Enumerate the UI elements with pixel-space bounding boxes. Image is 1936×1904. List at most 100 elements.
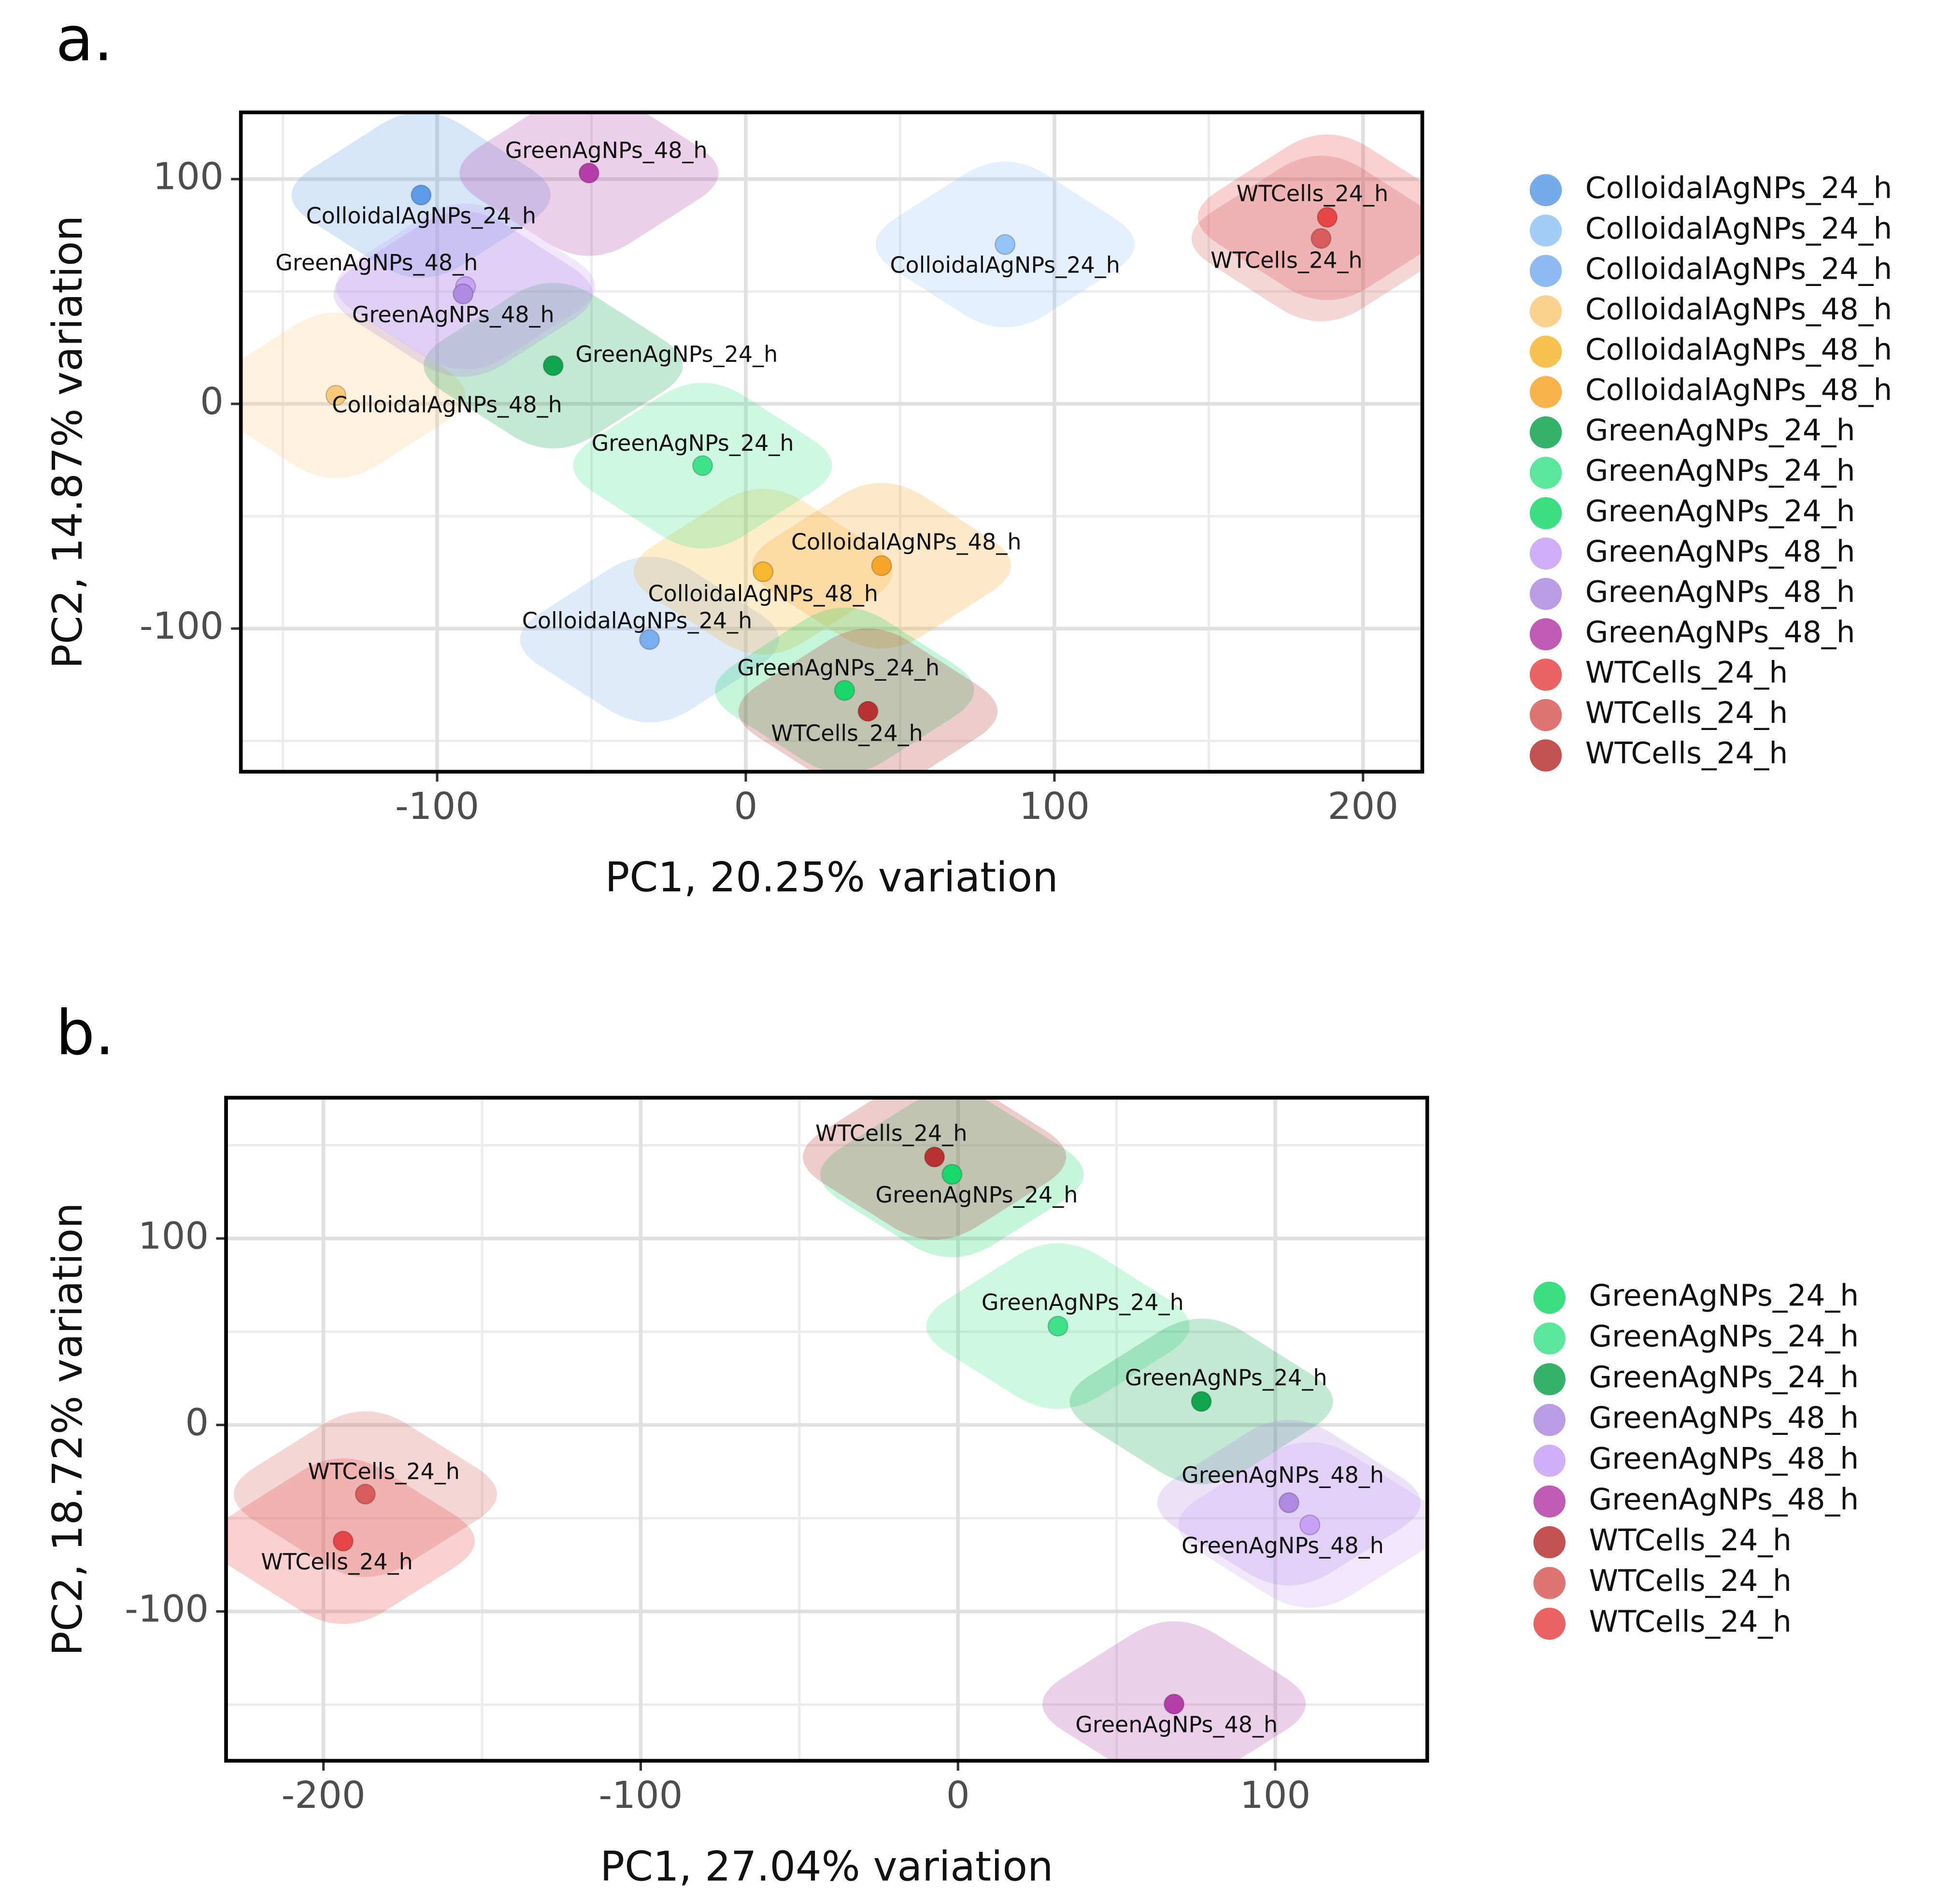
panel-label: a.	[56, 3, 113, 75]
legend-marker	[1529, 295, 1562, 328]
point-label: ColloidalAgNPs_24_h	[306, 202, 537, 229]
legend-label: GreenAgNPs_48_h	[1589, 1442, 1859, 1476]
point-label: GreenAgNPs_48_h	[352, 301, 555, 328]
y-tick-label: -100	[125, 1588, 209, 1631]
legend-marker	[1529, 457, 1562, 489]
y-axis-title: PC2, 18.72% variation	[44, 1203, 91, 1656]
legend-marker	[1533, 1526, 1566, 1559]
legend-label: GreenAgNPs_48_h	[1585, 575, 1855, 609]
x-tick-label: 100	[1240, 1774, 1310, 1817]
legend-label: GreenAgNPs_24_h	[1585, 454, 1855, 488]
y-axis-title: PC2, 14.87% variation	[44, 215, 91, 669]
legend-label: GreenAgNPs_48_h	[1585, 615, 1855, 649]
legend-marker	[1533, 1445, 1566, 1477]
chart-panel: b.-200 -100 0 100-1000100GreenAgNPs_24_hGre…	[44, 997, 1859, 1890]
x-tick-label: -200	[282, 1774, 366, 1817]
legend-marker	[1529, 537, 1562, 570]
point-label: GreenAgNPs_48_h	[1182, 1462, 1384, 1488]
cluster-hull	[241, 312, 466, 478]
y-tick-label: -100	[140, 605, 224, 648]
legend-label: ColloidalAgNPs_48_h	[1585, 332, 1892, 367]
point-label: WTCells_24_h	[1237, 180, 1389, 206]
cluster-hull	[803, 1098, 1067, 1240]
point-label: GreenAgNPs_48_h	[275, 250, 478, 276]
point	[871, 555, 892, 576]
y-tick-label: 0	[185, 1401, 209, 1444]
legend-label: WTCells_24_h	[1589, 1604, 1792, 1639]
point	[1278, 1492, 1300, 1514]
point	[332, 1531, 354, 1552]
point	[1299, 1514, 1321, 1536]
cluster-hull	[1197, 134, 1423, 301]
legend-label: WTCells_24_h	[1589, 1523, 1792, 1558]
point-label: ColloidalAgNPs_24_h	[522, 608, 753, 634]
cluster-hull	[1191, 156, 1423, 321]
point	[325, 385, 347, 406]
cluster-hull	[1042, 1621, 1306, 1761]
plot-frame	[239, 110, 1424, 774]
point	[1317, 207, 1338, 228]
point-label: WTCells_24_h	[261, 1548, 413, 1575]
x-axis-title: PC1, 27.04% variation	[600, 1843, 1053, 1890]
point-label: ColloidalAgNPs_48_h	[332, 392, 562, 418]
legend-label: ColloidalAgNPs_24_h	[1585, 212, 1892, 246]
legend-marker	[1529, 255, 1562, 287]
y-tick-label: 100	[138, 1215, 209, 1258]
point	[1047, 1316, 1068, 1337]
legend-marker	[1529, 497, 1562, 530]
legend-label: ColloidalAgNPs_48_h	[1585, 292, 1892, 327]
legend-marker	[1533, 1485, 1566, 1518]
y-tick-label: 100	[153, 156, 224, 199]
x-tick-label: 200	[1328, 785, 1398, 828]
legend-marker	[1529, 335, 1562, 368]
point	[411, 185, 432, 206]
point	[692, 455, 713, 476]
x-tick-label: 100	[1019, 785, 1090, 828]
point	[924, 1146, 945, 1168]
plot-frame	[224, 1096, 1429, 1763]
cluster-hull	[738, 628, 998, 772]
point-label: ColloidalAgNPs_24_h	[890, 252, 1120, 278]
legend-label: ColloidalAgNPs_48_h	[1585, 373, 1892, 407]
point-label: WTCells_24_h	[308, 1459, 460, 1485]
legend-label: WTCells_24_h	[1585, 656, 1788, 690]
legend-label: WTCells_24_h	[1585, 696, 1788, 730]
legend-marker	[1529, 376, 1562, 408]
point	[857, 701, 879, 722]
points: GreenAgNPs_24_h GreenAgNPs_24_h GreenAgNPs…	[261, 1120, 1384, 1737]
legend-marker	[1529, 739, 1562, 772]
legend-label: WTCells_24_h	[1589, 1564, 1792, 1598]
point	[1191, 1391, 1212, 1412]
point-label: GreenAgNPs_24_h	[575, 341, 778, 367]
point-label: GreenAgNPs_48_h	[505, 137, 708, 163]
point-label: GreenAgNPs_24_h	[737, 655, 940, 681]
point	[639, 629, 660, 650]
x-axis-title: PC1, 20.25% variation	[605, 854, 1058, 901]
point-label: GreenAgNPs_24_h	[982, 1289, 1184, 1315]
legend-marker	[1533, 1607, 1566, 1640]
panel-label: b.	[56, 997, 114, 1069]
legend-marker	[1533, 1281, 1566, 1314]
legend-label: GreenAgNPs_48_h	[1585, 534, 1855, 569]
point-label: GreenAgNPs_48_h	[1075, 1712, 1278, 1738]
point-label: ColloidalAgNPs_48_h	[791, 529, 1022, 555]
points: ColloidalAgNPs_24_hColloidalAgNPs_24_hCo…	[275, 137, 1388, 746]
x-tick-label: 0	[734, 785, 758, 828]
legend-marker	[1529, 618, 1562, 651]
plot-background	[226, 1098, 1427, 1761]
point	[753, 561, 774, 583]
point-label: WTCells_24_h	[771, 720, 923, 746]
legend-label: GreenAgNPs_48_h	[1589, 1482, 1859, 1517]
y-tick-label: 0	[200, 380, 224, 423]
x-tick-label: -100	[598, 1774, 683, 1817]
point	[1163, 1693, 1185, 1715]
legend-label: GreenAgNPs_24_h	[1589, 1360, 1859, 1394]
point	[834, 680, 855, 701]
point-label: ColloidalAgNPs_48_h	[648, 580, 878, 606]
chart-panel: a. -100 0 100 200 -100 0 100 ColloidalAgNPs_24_h…	[44, 3, 1892, 902]
cluster-hull	[459, 112, 719, 256]
legend-label: WTCells_24_h	[1585, 736, 1788, 771]
point	[941, 1163, 963, 1185]
point-label: WTCells_24_h	[815, 1120, 968, 1146]
